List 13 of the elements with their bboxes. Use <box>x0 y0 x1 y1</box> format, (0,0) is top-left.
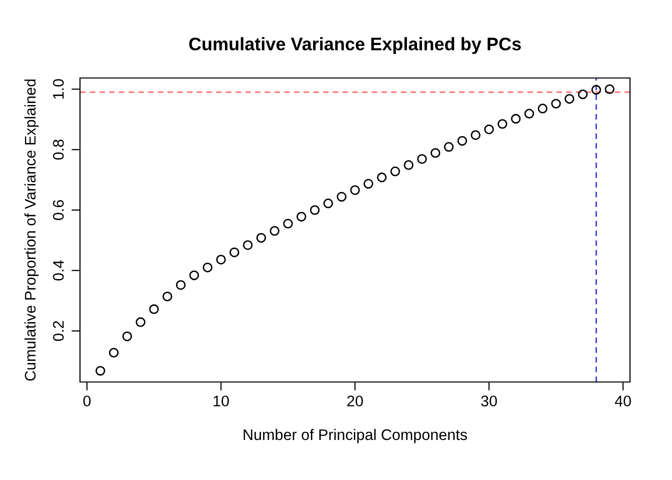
y-tick-label: 1.0 <box>52 79 64 99</box>
y-tick-label: 0.2 <box>52 321 64 341</box>
y-tick-label: 0.8 <box>52 140 64 160</box>
chart-title: Cumulative Variance Explained by PCs <box>189 37 521 54</box>
x-tick-label: 30 <box>481 396 497 406</box>
y-tick-label: 0.6 <box>52 200 64 220</box>
x-tick-label: 10 <box>214 396 229 406</box>
x-tick-label: 20 <box>347 396 363 406</box>
y-tick-label: 0.4 <box>52 260 64 281</box>
x-tick-label: 40 <box>614 396 631 406</box>
y-axis-title: Cumulative Proportion of Variance Explained <box>24 80 39 381</box>
x-tick-label: 0 <box>83 396 91 406</box>
x-axis-title: Number of Principal Components <box>244 428 467 444</box>
